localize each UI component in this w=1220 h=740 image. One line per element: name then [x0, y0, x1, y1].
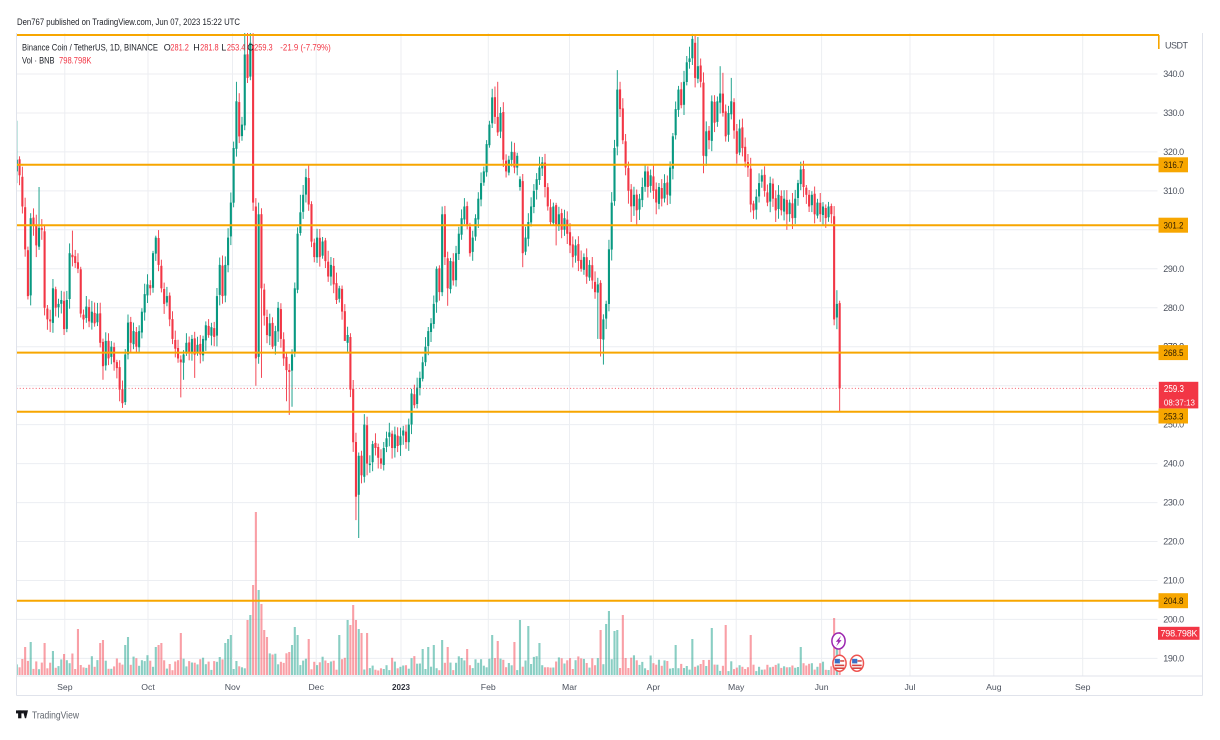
svg-text:Feb: Feb [481, 682, 496, 692]
svg-text:Sep: Sep [1075, 682, 1091, 692]
svg-text:200.0: 200.0 [1163, 614, 1184, 624]
svg-text:210.0: 210.0 [1163, 576, 1184, 586]
svg-text:Sep: Sep [57, 682, 73, 692]
svg-text:Jun: Jun [815, 682, 829, 692]
svg-text:253.4: 253.4 [227, 42, 246, 52]
svg-text:230.0: 230.0 [1163, 498, 1184, 508]
svg-text:Dec: Dec [308, 682, 324, 692]
svg-text:316.7: 316.7 [1164, 160, 1184, 171]
svg-text:C: C [247, 42, 254, 52]
svg-text:220.0: 220.0 [1163, 537, 1184, 547]
svg-text:190.0: 190.0 [1163, 653, 1184, 663]
svg-text:Den767 published on TradingVie: Den767 published on TradingView.com, Jun… [17, 17, 240, 27]
svg-text:Oct: Oct [141, 682, 155, 692]
svg-text:798.798K: 798.798K [1161, 628, 1198, 638]
svg-text:240.0: 240.0 [1163, 459, 1184, 469]
svg-text:TradingView: TradingView [32, 709, 79, 721]
svg-text:2023: 2023 [392, 682, 410, 692]
svg-text:08:37:13: 08:37:13 [1164, 397, 1195, 407]
svg-text:Nov: Nov [225, 682, 241, 692]
svg-text:320.0: 320.0 [1163, 147, 1184, 157]
svg-text:O: O [164, 42, 171, 52]
svg-text:USDT: USDT [1165, 41, 1189, 51]
svg-text:-21.9 (-7.79%): -21.9 (-7.79%) [280, 42, 331, 52]
svg-text:259.3: 259.3 [1164, 384, 1184, 395]
svg-text:310.0: 310.0 [1163, 186, 1184, 196]
svg-text:301.2: 301.2 [1164, 221, 1184, 232]
svg-text:281.8: 281.8 [200, 42, 219, 52]
svg-text:259.3: 259.3 [254, 42, 273, 52]
svg-text:Vol · BNB: Vol · BNB [22, 55, 55, 65]
svg-text:Jul: Jul [904, 682, 915, 692]
svg-text:Binance Coin / TetherUS, 1D, B: Binance Coin / TetherUS, 1D, BINANCE [22, 42, 158, 52]
svg-text:Aug: Aug [986, 682, 1002, 692]
svg-text:Apr: Apr [647, 682, 661, 692]
svg-text:268.5: 268.5 [1164, 348, 1184, 359]
svg-text:204.8: 204.8 [1164, 596, 1184, 607]
svg-text:340.0: 340.0 [1163, 69, 1184, 79]
svg-text:253.3: 253.3 [1164, 411, 1184, 422]
svg-text:280.0: 280.0 [1163, 303, 1184, 313]
svg-text:L: L [221, 42, 226, 52]
svg-text:798.798K: 798.798K [59, 55, 92, 65]
svg-text:H: H [193, 42, 200, 52]
svg-text:250.0: 250.0 [1163, 420, 1184, 430]
svg-text:330.0: 330.0 [1163, 108, 1184, 118]
svg-text:281.2: 281.2 [170, 42, 189, 52]
svg-text:May: May [728, 682, 745, 692]
svg-text:Mar: Mar [562, 682, 577, 692]
svg-text:290.0: 290.0 [1163, 264, 1184, 274]
